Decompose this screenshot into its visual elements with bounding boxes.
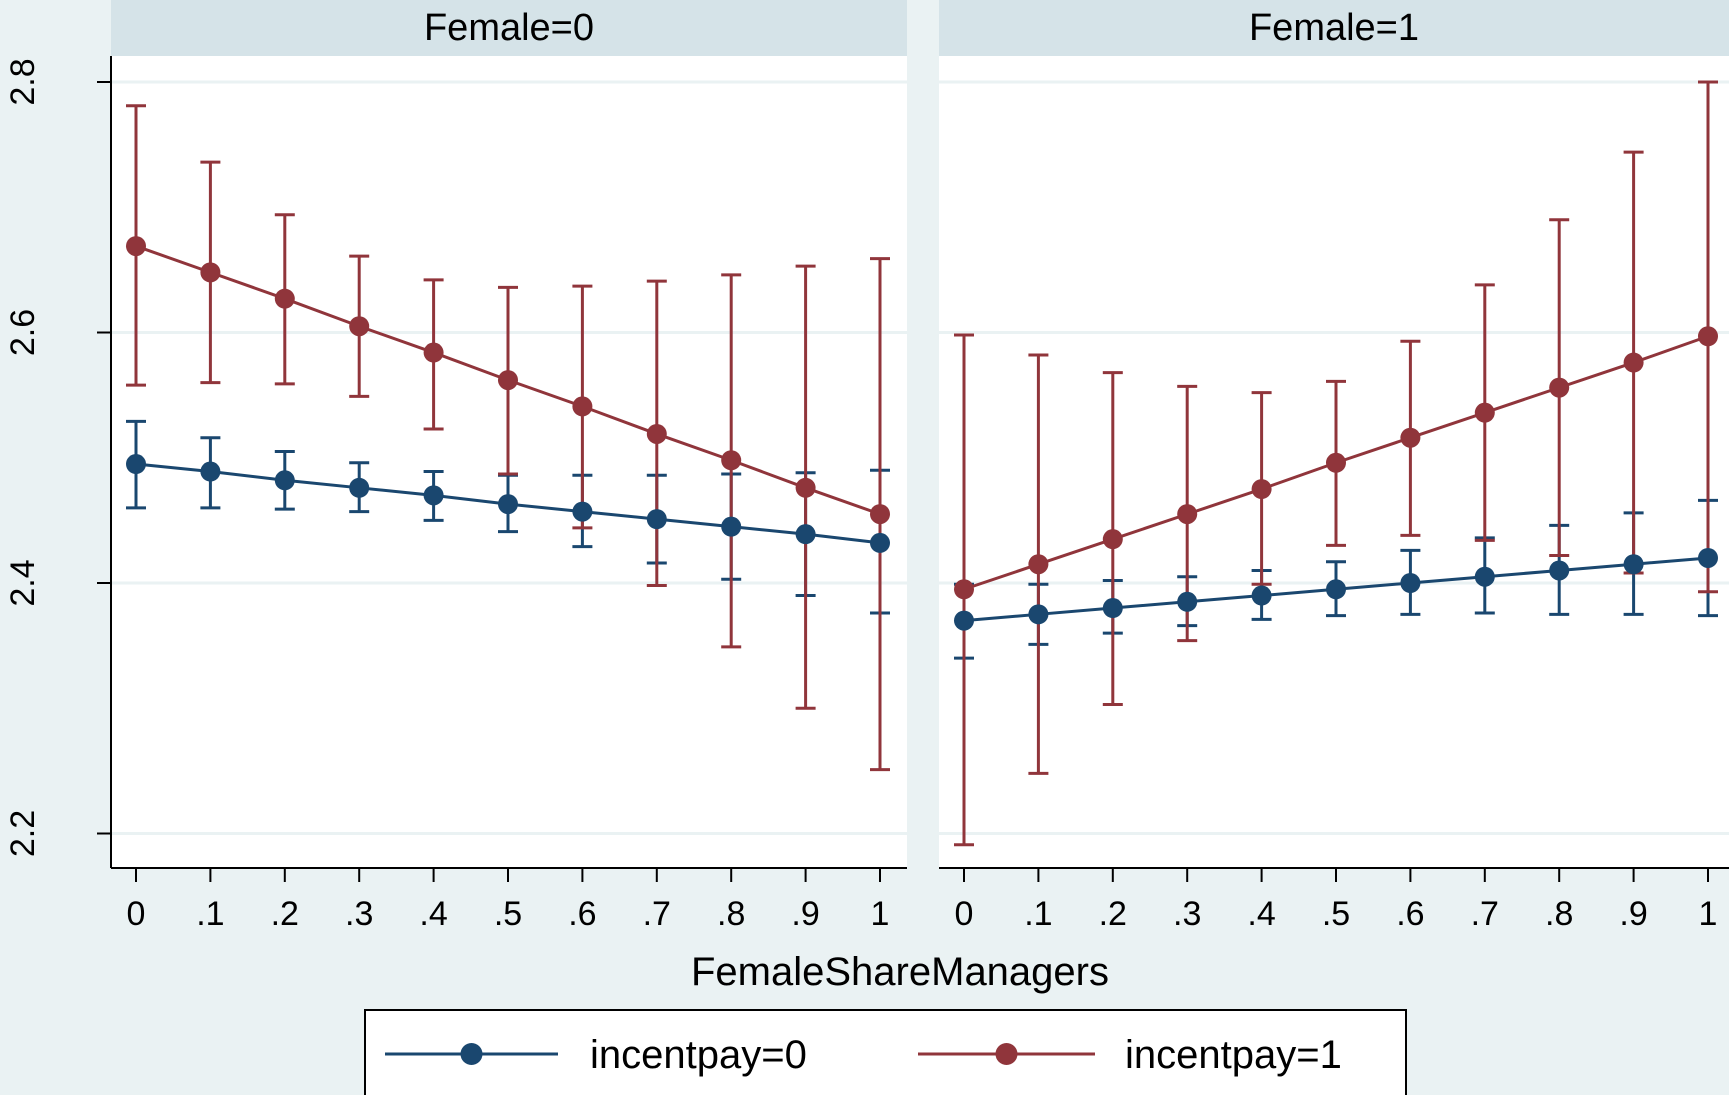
data-point [1623,554,1644,575]
panel-title: Female=1 [1249,7,1419,49]
data-point [126,454,146,475]
data-point [1177,591,1198,612]
data-point [954,579,974,600]
panel-1: Female=1 0 .1 .2 .3 .4 .5 .6 .7 .8 .9 1 [939,0,1729,933]
data-point [1698,326,1718,347]
data-point [126,236,146,257]
x-tick-label: .1 [196,895,224,933]
data-point [498,494,518,515]
data-point [1028,604,1049,625]
data-point [1102,598,1123,619]
legend-marker [460,1043,483,1065]
data-point [1251,585,1272,606]
data-point [954,610,974,631]
data-point [274,470,295,491]
data-point [423,485,444,506]
x-tick-label: 0 [955,895,974,933]
data-point [1326,579,1346,600]
data-point [721,516,742,537]
data-point [572,501,593,522]
x-tick-label: .9 [791,895,819,933]
y-tick-label: 2.2 [4,810,42,857]
data-point [1549,377,1570,398]
panels: Female=0 0 .1 .2 .3 .4 .5 .6 .7 .8 .9 1 Female=1 0 .1.… [111,0,1729,933]
data-point [349,477,370,498]
data-point [200,262,221,283]
legend-marker [995,1043,1018,1065]
series-1 [126,104,890,772]
y-axis: 2.2 2.4 2.6 2.8 [4,56,112,868]
data-point [423,342,444,363]
data-point [646,423,667,444]
panel-title: Female=0 [424,7,594,49]
x-tick-label: .4 [1247,895,1275,933]
legend-item: incentpay=1 [918,1033,1342,1077]
data-point [349,316,370,337]
x-tick-label: .4 [419,895,447,933]
panel-0: Female=0 0 .1 .2 .3 .4 .5 .6 .7 .8 .9 1 [111,0,907,933]
data-point [870,504,890,525]
data-point [721,450,742,471]
y-tick-label: 2.6 [4,309,42,356]
x-tick-label: .8 [717,895,745,933]
data-point [572,396,593,417]
data-point [1400,573,1421,593]
x-tick-label: .7 [1471,895,1499,933]
data-point [498,370,518,391]
data-point [1326,452,1346,473]
legend: incentpay=0 incentpay=1 [364,1009,1407,1095]
data-point [1028,554,1049,575]
panel-strip [111,0,907,56]
y-tick-label: 2.8 [4,58,42,105]
y-tick-label: 2.4 [4,559,42,606]
data-point [1251,479,1272,500]
x-tick-label: .5 [494,895,522,933]
data-point [1623,352,1644,373]
data-point [1400,427,1421,448]
data-point [1474,566,1495,587]
x-tick-label: .6 [1396,895,1424,933]
data-point [1474,402,1495,423]
panel-strip [939,0,1729,56]
data-point [200,461,221,482]
x-tick-label: 1 [1699,895,1718,933]
data-point [1549,560,1570,581]
x-tick-label: .1 [1024,895,1052,933]
data-point [274,288,295,309]
x-tick-label: .8 [1545,895,1573,933]
data-point [870,532,890,553]
x-tick-label: .6 [568,895,596,933]
x-tick-label: .7 [643,895,671,933]
x-tick-label: .3 [1173,895,1201,933]
x-tick-label: .5 [1322,895,1350,933]
data-point [1698,547,1718,568]
legend-label: incentpay=0 [590,1033,807,1077]
legend-item: incentpay=0 [385,1033,807,1077]
data-point [1102,529,1123,550]
x-tick-label: .3 [345,895,373,933]
x-tick-label: 1 [871,895,890,933]
x-tick-label: .2 [271,895,299,933]
data-point [795,524,816,545]
error-bars [126,104,890,772]
x-tick-label: .9 [1619,895,1647,933]
x-tick-label: .2 [1099,895,1127,933]
data-point [1177,504,1198,525]
x-axis-title: FemaleShareManagers [691,950,1109,994]
data-point [646,509,667,530]
x-tick-label: 0 [127,895,146,933]
data-point [795,477,816,498]
legend-label: incentpay=1 [1125,1033,1342,1077]
